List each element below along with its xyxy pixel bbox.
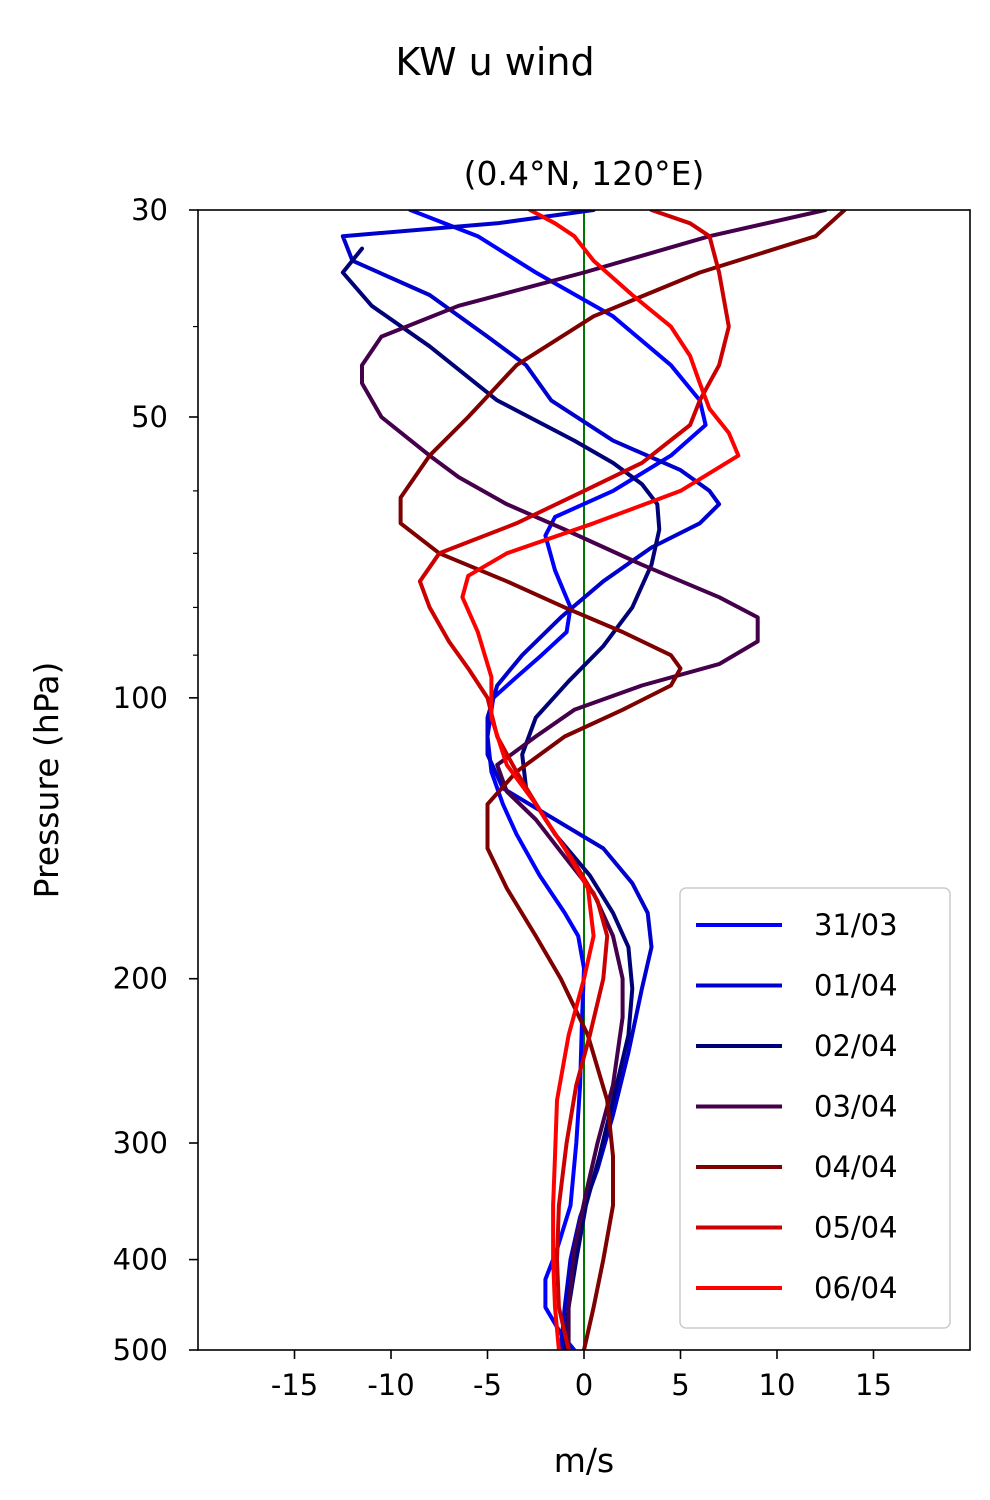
chart-title: KW u wind <box>395 40 594 84</box>
y-axis-label: Pressure (hPa) <box>27 662 66 899</box>
x-tick-label: 10 <box>759 1368 796 1402</box>
series-line-4 <box>398 210 847 1350</box>
y-tick-label: 50 <box>131 400 168 434</box>
legend-label-2: 02/04 <box>814 1029 898 1063</box>
legend-label-0: 31/03 <box>814 908 898 942</box>
series-line-6 <box>460 210 741 1350</box>
y-tick-label: 200 <box>113 962 168 996</box>
y-tick-label: 500 <box>113 1333 168 1367</box>
x-tick-label: -15 <box>271 1368 318 1402</box>
y-tick-label: 100 <box>113 681 168 715</box>
series-line-5 <box>417 210 731 1350</box>
y-tick-label: 400 <box>113 1243 168 1277</box>
x-tick-label: 0 <box>575 1368 593 1402</box>
x-tick-label: 15 <box>855 1368 892 1402</box>
legend-frame <box>679 887 951 1329</box>
x-axis-label: m/s <box>554 1441 614 1480</box>
x-tick-label: -5 <box>473 1368 502 1402</box>
y-tick-label: 300 <box>113 1126 168 1160</box>
series-line-3 <box>360 210 828 1350</box>
y-tick-label: 30 <box>131 193 168 227</box>
series-line-1 <box>340 210 722 1350</box>
legend-label-6: 06/04 <box>814 1271 898 1305</box>
legend-label-4: 04/04 <box>814 1150 898 1184</box>
x-tick-label: -10 <box>367 1368 414 1402</box>
legend-label-3: 03/04 <box>814 1090 898 1124</box>
chart-subtitle: (0.4°N, 120°E) <box>464 154 705 193</box>
legend-label-5: 05/04 <box>814 1211 898 1245</box>
legend-label-1: 01/04 <box>814 969 898 1003</box>
legend: 31/03 01/04 02/04 03/04 04/04 05/04 06/04 <box>679 887 951 1329</box>
x-tick-label: 5 <box>671 1368 689 1402</box>
